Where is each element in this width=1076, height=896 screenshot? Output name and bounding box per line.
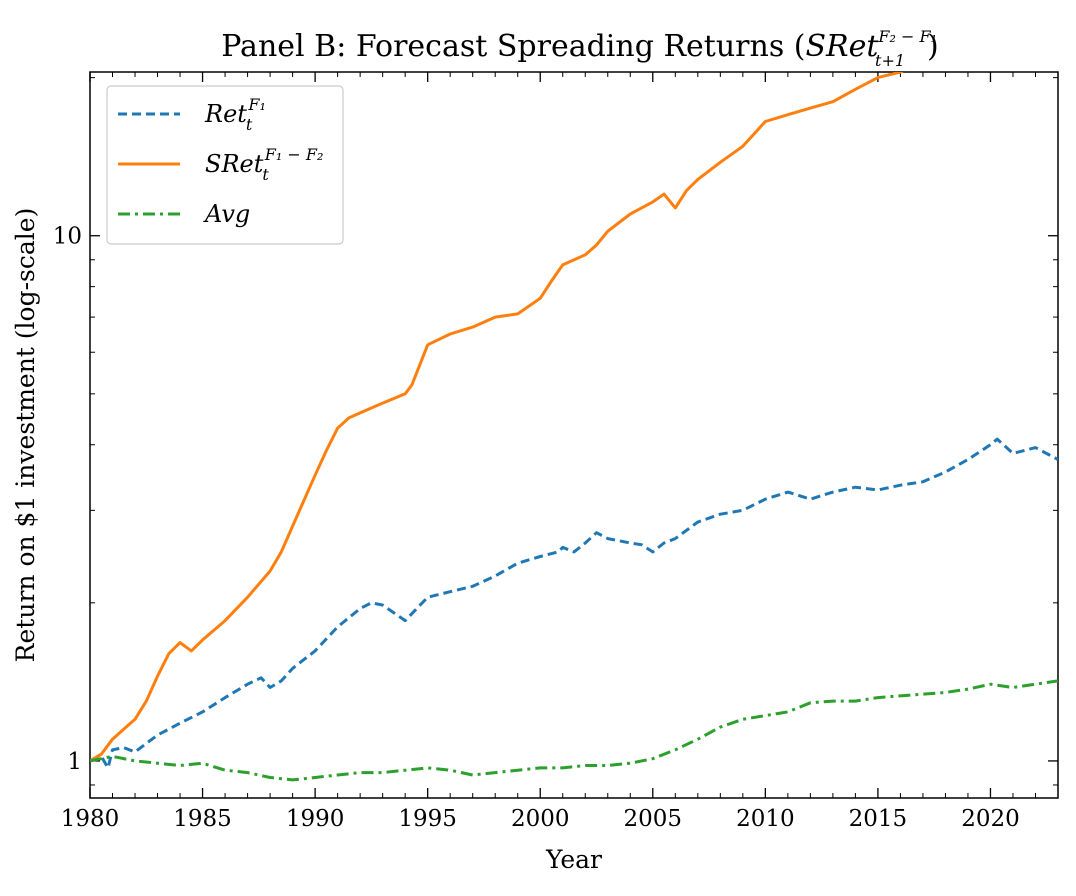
- y-tick-label-10: 10: [53, 224, 82, 250]
- x-tick-label-2020: 2020: [961, 806, 1020, 832]
- y-axis-label: Return on $1 investment (log-scale): [11, 208, 40, 663]
- x-tick-label-2000: 2000: [511, 806, 570, 832]
- chart-title-subscript: t+1: [875, 51, 905, 70]
- x-tick-label-1990: 1990: [286, 806, 345, 832]
- x-tick-label-2005: 2005: [624, 806, 683, 832]
- chart-title: Panel B: Forecast Spreading Returns (SRe…: [221, 27, 939, 70]
- legend-box: [106, 85, 344, 245]
- legend-label-avg: Avg: [203, 200, 250, 228]
- x-tick-label-1980: 1980: [61, 806, 120, 832]
- chart-title-superscript: F₂ − F₁: [877, 27, 937, 46]
- legend: RettF₁ SRettF₁ − F₂ Avg: [106, 85, 344, 245]
- x-tick-label-2015: 2015: [849, 806, 908, 832]
- chart-title-prefix: Panel B: Forecast Spreading Returns (: [221, 29, 805, 64]
- legend-label-sret: SRettF₁ − F₂: [205, 145, 323, 184]
- legend-ret-sub: t: [246, 115, 253, 134]
- y-tick-label-1: 1: [67, 749, 82, 775]
- series-line-sret: [90, 72, 904, 763]
- x-axis-label: Year: [545, 845, 602, 874]
- legend-sret-sub: t: [262, 165, 269, 184]
- x-tick-label-2010: 2010: [736, 806, 795, 832]
- series-line-ret: [90, 437, 1058, 770]
- x-tick-label-1985: 1985: [173, 806, 232, 832]
- legend-label-ret: RettF₁: [204, 95, 266, 134]
- series-lines: [90, 72, 1058, 782]
- legend-ret-sup: F₁: [247, 95, 266, 114]
- plot-area: [89, 71, 1059, 799]
- series-line-avg: [90, 679, 1058, 782]
- x-tick-label-1995: 1995: [398, 806, 457, 832]
- x-axis: 1980 1985 1990 1995 2000 2005 2010 2015 2020: [61, 72, 1059, 832]
- y-axis: 1 10: [53, 77, 1058, 786]
- chart-title-math-base: SRet: [805, 29, 879, 64]
- legend-sret-sup: F₁ − F₂: [264, 145, 324, 164]
- legend-ret-base: Ret: [204, 100, 247, 128]
- legend-sret-base: SRet: [205, 150, 264, 178]
- chart-title-suffix: ): [927, 29, 939, 64]
